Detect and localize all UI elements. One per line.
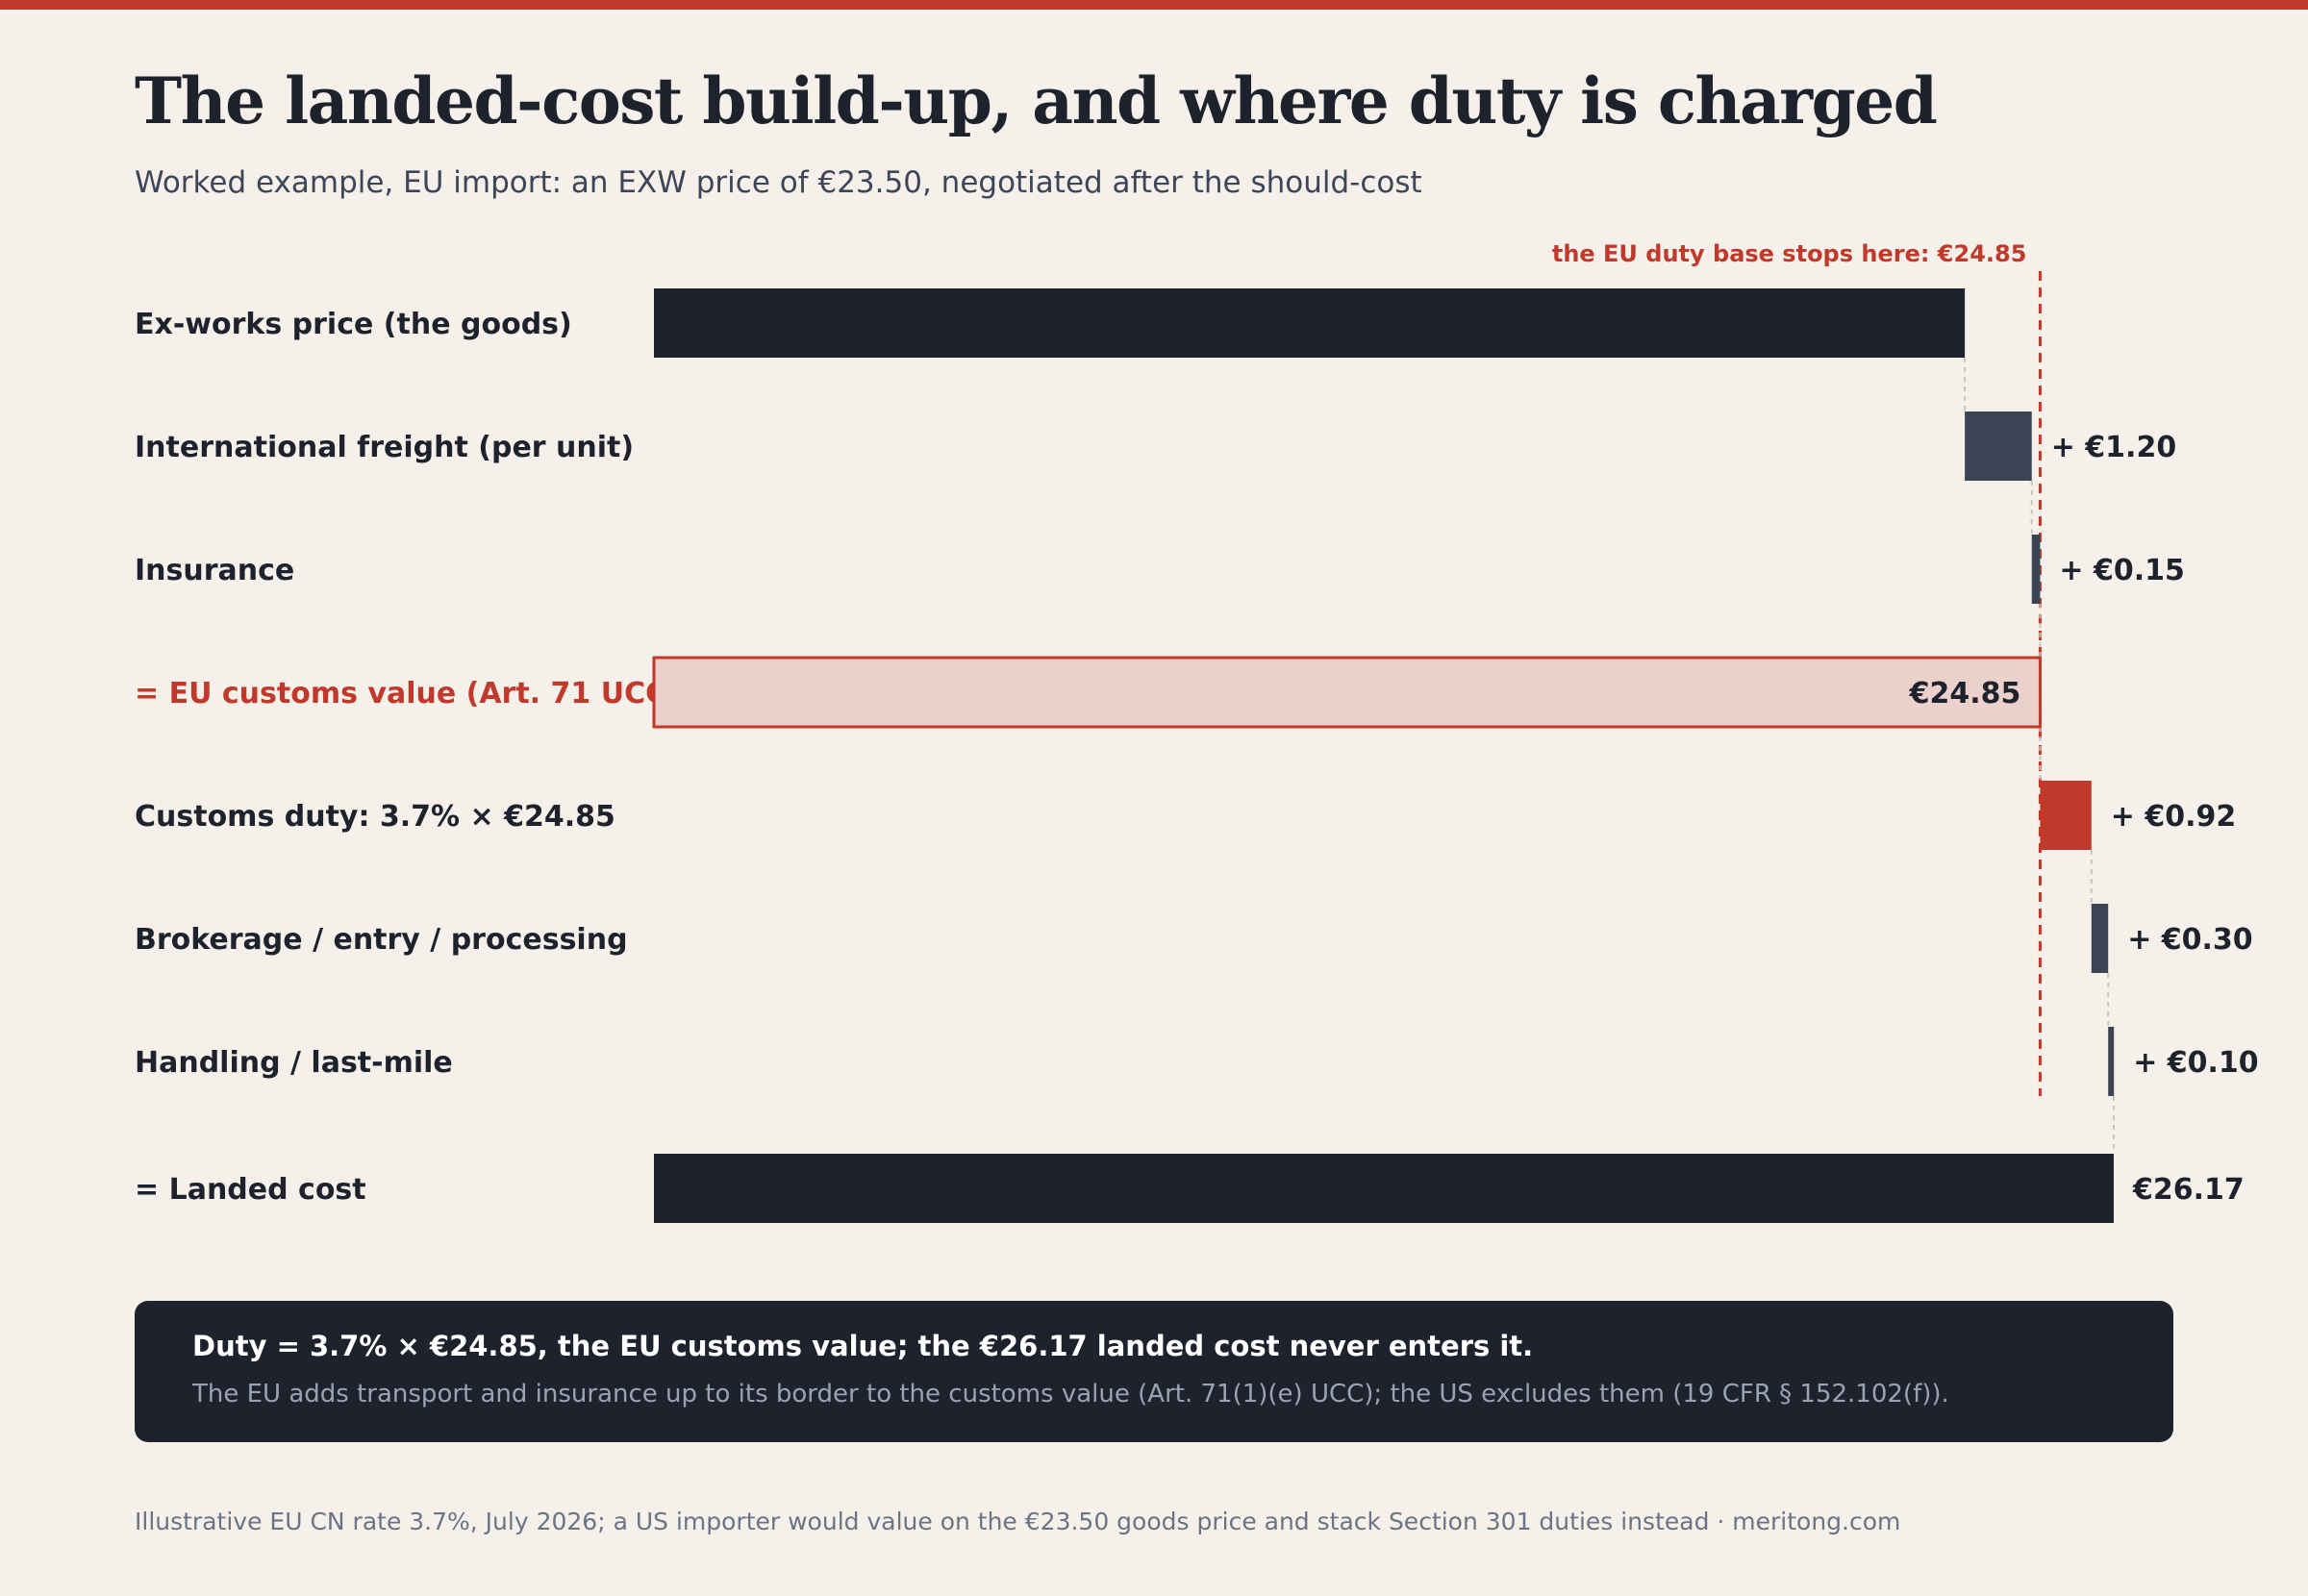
value-label: + €0.92 — [2111, 800, 2236, 834]
value-label: + €0.10 — [2133, 1046, 2258, 1080]
bar-total — [654, 1154, 2114, 1223]
page-subtitle: Worked example, EU import: an EXW price … — [135, 165, 1422, 200]
value-label: + €0.30 — [2127, 923, 2252, 957]
row-label: = EU customs value (Art. 71 UCC) — [135, 677, 680, 711]
waterfall-chart: the EU duty base stops here: €24.85 Ex-wo… — [135, 240, 2259, 1223]
value-label: €26.17 — [2132, 1173, 2245, 1207]
bar-total — [654, 288, 1966, 358]
row-label: Ex-works price (the goods) — [135, 308, 572, 341]
bar-step — [1965, 411, 2032, 481]
callout-box: Duty = 3.7% × €24.85, the EU customs val… — [135, 1301, 2173, 1442]
value-label: €23.50 — [1833, 308, 1945, 341]
bar-step — [2031, 535, 2041, 604]
row-label: International freight (per unit) — [135, 431, 634, 464]
row-label: = Landed cost — [135, 1173, 366, 1207]
top-accent-rule — [0, 0, 2308, 10]
page-title: The landed-cost build-up, and where duty… — [135, 63, 1938, 138]
bar-step — [2091, 904, 2109, 973]
duty-base-annotation: the EU duty base stops here: €24.85 — [1552, 240, 2027, 267]
value-label: + €1.20 — [2051, 431, 2176, 464]
footnote: Illustrative EU CN rate 3.7%, July 2026;… — [135, 1508, 1901, 1535]
row-label: Insurance — [135, 554, 294, 587]
row-label: Brokerage / entry / processing — [135, 923, 628, 957]
row-label: Handling / last-mile — [135, 1046, 453, 1080]
value-label: €24.85 — [1909, 677, 2021, 711]
callout-body: The EU adds transport and insurance up t… — [192, 1380, 1949, 1409]
row-label: Customs duty: 3.7% × €24.85 — [135, 800, 615, 834]
bar-step — [2108, 1027, 2115, 1096]
callout-headline: Duty = 3.7% × €24.85, the EU customs val… — [192, 1330, 1534, 1362]
value-label: + €0.15 — [2059, 554, 2184, 587]
bar-step — [2040, 781, 2092, 850]
bar-customs-value — [652, 656, 2042, 729]
